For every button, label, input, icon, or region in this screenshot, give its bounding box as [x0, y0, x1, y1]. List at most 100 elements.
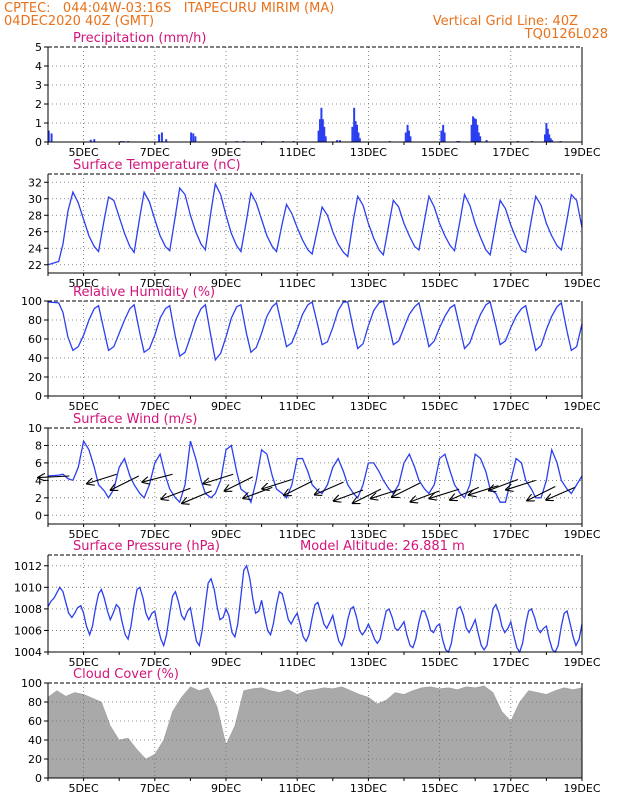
y-tick-label: 0 [35, 772, 42, 785]
precip-bar [356, 124, 359, 142]
precip-bar [477, 132, 480, 142]
precip-bar [354, 121, 357, 142]
precip-bar [545, 123, 548, 142]
precip-bar [190, 132, 193, 142]
wind-arrow [243, 486, 273, 498]
x-tick-label: 11DEC [279, 146, 316, 159]
x-tick-label: 13DEC [350, 400, 387, 413]
y-tick-label: 100 [21, 677, 42, 690]
x-tick-label: 5DEC [69, 782, 99, 795]
x-tick-label: 19DEC [563, 277, 600, 290]
wind-arrow [392, 482, 421, 497]
precip-bar [321, 119, 324, 142]
x-tick-label: 15DEC [421, 146, 458, 159]
precip-bar [89, 139, 92, 142]
model-altitude-annotation: Model Altitude: 26.881 m [300, 539, 465, 554]
y-tick-label: 60 [28, 715, 42, 728]
precip-bar [50, 133, 53, 142]
x-tick-label: 13DEC [350, 277, 387, 290]
precip-bar [358, 138, 361, 142]
x-tick-label: 7DEC [140, 146, 170, 159]
y-tick-label: 1010 [14, 581, 42, 594]
wind-line [47, 439, 583, 505]
y-tick-label: 30 [28, 193, 42, 206]
precip-bar [440, 130, 443, 142]
x-tick-label: 5DEC [69, 400, 99, 413]
precip-bar [406, 124, 409, 142]
rh-line [47, 300, 583, 362]
x-tick-label: 13DEC [350, 782, 387, 795]
wind-arrow [203, 473, 234, 483]
y-tick-label: 28 [28, 209, 42, 222]
x-tick-label: 17DEC [492, 400, 529, 413]
x-tick-label: 13DEC [350, 146, 387, 159]
precip-bar [351, 126, 354, 142]
x-tick-label: 15DEC [421, 782, 458, 795]
wind-arrow [334, 489, 364, 501]
x-tick-label: 19DEC [563, 528, 600, 541]
x-tick-label: 11DEC [279, 528, 316, 541]
y-tick-label: 60 [28, 333, 42, 346]
precip-bar [320, 107, 323, 142]
x-tick-label: 5DEC [69, 146, 99, 159]
x-tick-label: 7DEC [140, 400, 170, 413]
x-tick-label: 9DEC [211, 400, 241, 413]
wind-arrow [527, 485, 556, 500]
precip-bar [546, 128, 549, 142]
wind-arrow [353, 488, 382, 503]
precip-bar [472, 116, 475, 142]
y-tick-label: 22 [28, 259, 42, 272]
y-tick-label: 1006 [14, 624, 42, 637]
panel-pressure: 1004 1006 1008 1010 1012 5DEC 7DEC 9DEC 11DEC 13D… [14, 539, 601, 669]
wind-arrow [87, 473, 117, 483]
precip-bar [165, 139, 168, 142]
wind-arrow [546, 486, 576, 499]
precip-bar [336, 140, 339, 142]
x-tick-label: 11DEC [279, 277, 316, 290]
x-tick-label: 13DEC [350, 656, 387, 669]
precip-bar [404, 132, 407, 142]
panel-rh: 0 20 40 60 80 100 5DEC 7DEC 9DEC 11DEC 13DEC 15DEC 1… [21, 285, 601, 413]
header-model-code: TQ0126L028 [524, 27, 608, 42]
x-tick-label: 5DEC [69, 277, 99, 290]
x-tick-label: 5DEC [69, 528, 99, 541]
x-tick-label: 17DEC [492, 277, 529, 290]
precip-bar [474, 119, 477, 142]
precip-bar [324, 136, 327, 142]
precip-bar [476, 124, 479, 142]
y-tick-label: 4 [35, 474, 42, 487]
y-tick-label: 26 [28, 226, 42, 239]
x-tick-label: 9DEC [211, 782, 241, 795]
wind-arrow [506, 479, 536, 489]
x-tick-label: 7DEC [140, 656, 170, 669]
precip-bar [353, 107, 356, 142]
x-tick-label: 13DEC [350, 528, 387, 541]
y-tick-label: 100 [21, 295, 42, 308]
y-tick-label: 80 [28, 314, 42, 327]
precip-bar [158, 134, 161, 142]
x-tick-label: 5DEC [69, 656, 99, 669]
precip-bar [479, 136, 482, 142]
x-tick-label: 11DEC [279, 782, 316, 795]
y-tick-label: 5 [35, 41, 42, 54]
precip-bar [543, 134, 546, 142]
panel-wind: 0 2 4 6 8 10 5DEC 7DEC 9DEC 11DEC 13DEC 15DEC 17DEC 1… [28, 412, 601, 541]
y-tick-label: 1004 [14, 646, 42, 659]
precip-bar [323, 126, 326, 142]
panel-precip: 0 1 2 3 4 5 5DEC 7DEC 9DEC 11DEC 13DEC 15DEC 17DEC 19… [35, 31, 601, 159]
y-tick-label: 0 [35, 136, 42, 149]
x-tick-label: 7DEC [140, 528, 170, 541]
x-tick-label: 15DEC [421, 400, 458, 413]
precip-bar [93, 139, 96, 142]
panel-cloud: 0 20 40 60 80 100 5DEC 7DEC 9DEC 11DEC 13DEC 15DEC 1… [21, 667, 601, 795]
precip-bar [551, 140, 554, 142]
y-tick-label: 1 [35, 117, 42, 130]
pressure-title: Surface Pressure (hPa) [73, 539, 220, 554]
x-tick-label: 17DEC [492, 782, 529, 795]
temp-line [47, 181, 583, 266]
x-tick-label: 17DEC [492, 528, 529, 541]
precip-bar [318, 119, 321, 142]
x-tick-label: 15DEC [421, 656, 458, 669]
cloud-title: Cloud Cover (%) [73, 667, 179, 682]
